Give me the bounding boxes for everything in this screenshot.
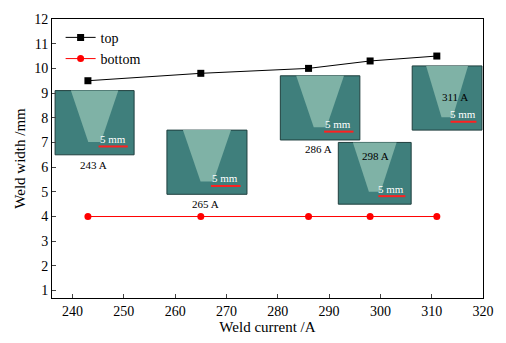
svg-text:8: 8 (41, 111, 48, 126)
svg-text:12: 12 (34, 12, 48, 27)
svg-text:5: 5 (41, 185, 48, 200)
svg-text:5 mm: 5 mm (100, 133, 126, 145)
svg-text:311 A: 311 A (442, 91, 468, 103)
svg-text:280: 280 (267, 304, 288, 319)
svg-text:300: 300 (370, 304, 391, 319)
svg-text:3: 3 (41, 234, 48, 249)
svg-text:290: 290 (319, 304, 340, 319)
svg-text:250: 250 (113, 304, 134, 319)
svg-text:243 A: 243 A (80, 159, 107, 171)
svg-text:298 A: 298 A (362, 150, 389, 162)
svg-text:top: top (101, 31, 119, 46)
svg-text:6: 6 (41, 160, 48, 175)
svg-text:265 A: 265 A (192, 198, 219, 210)
svg-text:260: 260 (165, 304, 186, 319)
svg-text:270: 270 (216, 304, 237, 319)
svg-text:5 mm: 5 mm (212, 172, 238, 184)
svg-text:11: 11 (35, 37, 48, 52)
svg-text:Weld width /mm: Weld width /mm (12, 108, 28, 209)
svg-text:7: 7 (41, 135, 48, 150)
svg-text:4: 4 (41, 209, 48, 224)
svg-text:5 mm: 5 mm (378, 183, 404, 195)
svg-text:Weld current /A: Weld current /A (219, 319, 315, 335)
svg-text:1: 1 (41, 283, 48, 298)
svg-text:5 mm: 5 mm (450, 108, 476, 120)
svg-text:10: 10 (34, 61, 48, 76)
svg-text:5 mm: 5 mm (325, 118, 351, 130)
svg-text:240: 240 (62, 304, 83, 319)
svg-text:320: 320 (473, 304, 494, 319)
svg-text:bottom: bottom (101, 52, 141, 67)
svg-text:286 A: 286 A (305, 143, 332, 155)
svg-text:2: 2 (41, 259, 48, 274)
svg-text:310: 310 (421, 304, 442, 319)
svg-text:9: 9 (41, 86, 48, 101)
